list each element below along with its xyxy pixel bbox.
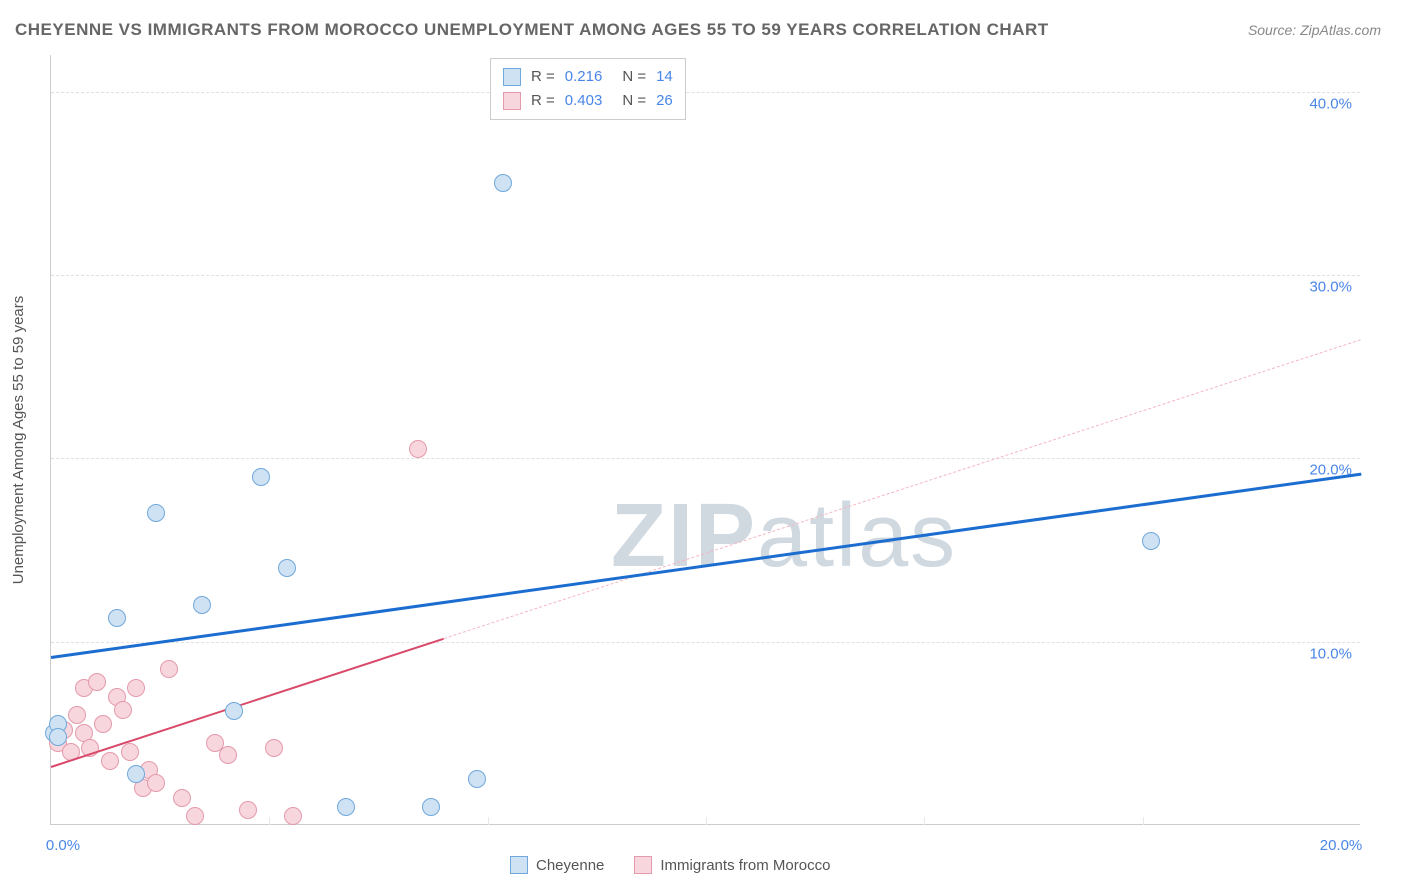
- scatter-point-morocco: [284, 807, 302, 825]
- chart-container: CHEYENNE VS IMMIGRANTS FROM MOROCCO UNEM…: [0, 0, 1406, 892]
- legend-stats: R = 0.216 N = 14 R = 0.403 N = 26: [490, 58, 686, 120]
- legend-series: Cheyenne Immigrants from Morocco: [510, 856, 830, 874]
- legend-row-cheyenne: R = 0.216 N = 14: [503, 65, 673, 89]
- ytick-label: 30.0%: [1309, 279, 1352, 296]
- scatter-point-morocco: [121, 743, 139, 761]
- scatter-point-morocco: [94, 715, 112, 733]
- xtick-minor: [924, 817, 925, 825]
- scatter-point-cheyenne: [494, 174, 512, 192]
- xtick-minor: [1143, 817, 1144, 825]
- xtick-minor: [706, 817, 707, 825]
- scatter-point-morocco: [68, 706, 86, 724]
- source-label: Source: ZipAtlas.com: [1248, 22, 1381, 38]
- scatter-point-morocco: [239, 801, 257, 819]
- xtick-minor: [488, 817, 489, 825]
- ytick-label: 40.0%: [1309, 95, 1352, 112]
- scatter-point-cheyenne: [337, 798, 355, 816]
- legend-item-morocco: Immigrants from Morocco: [634, 856, 830, 874]
- scatter-point-cheyenne: [49, 728, 67, 746]
- gridline-h: [51, 458, 1360, 459]
- gridline-h: [51, 92, 1360, 93]
- scatter-point-morocco: [147, 774, 165, 792]
- scatter-point-morocco: [88, 673, 106, 691]
- scatter-point-cheyenne: [468, 770, 486, 788]
- source-link[interactable]: ZipAtlas.com: [1300, 22, 1381, 38]
- ytick-label: 10.0%: [1309, 645, 1352, 662]
- gridline-h: [51, 275, 1360, 276]
- trendline: [444, 339, 1361, 639]
- xtick-label: 20.0%: [1320, 837, 1363, 854]
- scatter-point-morocco: [265, 739, 283, 757]
- scatter-point-cheyenne: [1142, 532, 1160, 550]
- scatter-point-morocco: [101, 752, 119, 770]
- swatch-cheyenne-icon: [510, 856, 528, 874]
- scatter-point-morocco: [409, 440, 427, 458]
- scatter-point-cheyenne: [252, 468, 270, 486]
- scatter-point-morocco: [127, 679, 145, 697]
- scatter-point-cheyenne: [108, 609, 126, 627]
- scatter-point-cheyenne: [127, 765, 145, 783]
- scatter-point-cheyenne: [193, 596, 211, 614]
- swatch-morocco: [503, 92, 521, 110]
- scatter-point-cheyenne: [278, 559, 296, 577]
- scatter-point-cheyenne: [147, 504, 165, 522]
- gridline-h: [51, 642, 1360, 643]
- scatter-point-morocco: [160, 660, 178, 678]
- swatch-cheyenne: [503, 68, 521, 86]
- legend-item-cheyenne: Cheyenne: [510, 856, 604, 874]
- plot-area: ZIPatlas 10.0%20.0%30.0%40.0%0.0%20.0%: [50, 55, 1360, 825]
- scatter-point-cheyenne: [422, 798, 440, 816]
- scatter-point-morocco: [219, 746, 237, 764]
- scatter-point-morocco: [186, 807, 204, 825]
- swatch-morocco-icon: [634, 856, 652, 874]
- trendline: [51, 473, 1361, 659]
- chart-title: CHEYENNE VS IMMIGRANTS FROM MOROCCO UNEM…: [15, 20, 1049, 40]
- scatter-point-cheyenne: [225, 702, 243, 720]
- scatter-point-morocco: [114, 701, 132, 719]
- xtick-minor: [269, 817, 270, 825]
- legend-row-morocco: R = 0.403 N = 26: [503, 89, 673, 113]
- xtick-label: 0.0%: [46, 837, 80, 854]
- scatter-point-morocco: [173, 789, 191, 807]
- y-axis-label: Unemployment Among Ages 55 to 59 years: [10, 296, 27, 585]
